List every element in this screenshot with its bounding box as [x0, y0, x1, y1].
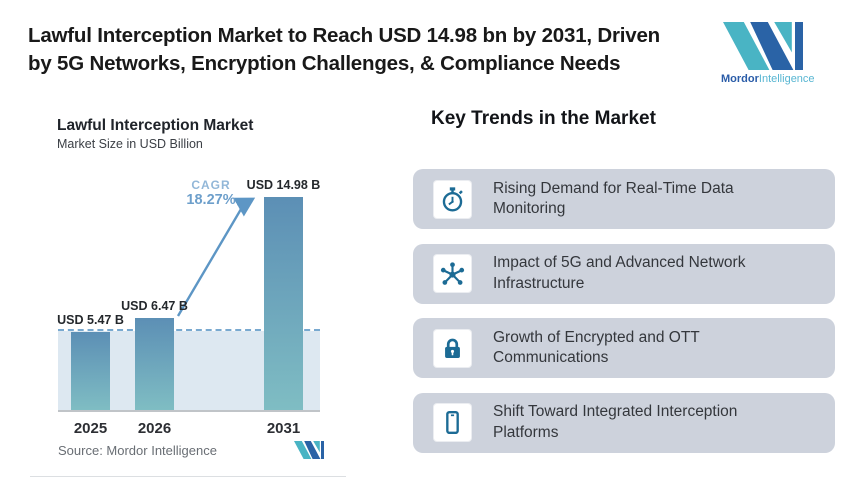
chart-bar-2025: USD 5.47 B 2025	[57, 313, 124, 437]
trends-heading: Key Trends in the Market	[431, 108, 656, 129]
headline-line-1: Lawful Interception Market to Reach USD …	[28, 24, 660, 47]
cagr-growth-arrow	[176, 197, 256, 317]
bar-chart-plot-area: CAGR 18.27% USD 5.47 B 2025 USD 6.47 B 2…	[57, 166, 321, 437]
trend-cards: Rising Demand for Real-Time Data Monitor…	[413, 169, 835, 467]
bar-value-label: USD 14.98 B	[246, 178, 321, 192]
brand-name-secondary: Intelligence	[758, 73, 815, 85]
source-row: Source: Mordor Intelligence	[58, 441, 324, 459]
trend-card-integrated-platforms: Shift Toward Integrated Interception Pla…	[413, 392, 835, 453]
x-axis-tick-label: 2031	[266, 420, 301, 437]
brand-wordmark: MordorIntelligence	[721, 73, 815, 85]
bar-rect	[264, 197, 303, 410]
chart-bar-2026: USD 6.47 B 2026	[121, 299, 188, 437]
key-trends-panel: Key Trends in the Market Rising Demand f…	[413, 103, 837, 453]
reference-dashed-line	[58, 329, 320, 331]
chart-title: Lawful Interception Market	[57, 117, 254, 134]
stopwatch-icon	[442, 186, 463, 211]
chart-subtitle: Market Size in USD Billion	[57, 137, 203, 151]
icon-tile	[434, 180, 471, 218]
mordor-logo-icon	[723, 22, 803, 70]
bar-rect	[135, 318, 174, 410]
icon-tile	[434, 404, 471, 441]
cagr-label: CAGR	[191, 178, 231, 192]
trend-text: Rising Demand for Real-Time Data Monitor…	[493, 179, 734, 218]
trend-text: Shift Toward Integrated Interception Pla…	[493, 403, 738, 441]
icon-tile	[434, 329, 471, 367]
lock-icon	[445, 338, 460, 358]
x-axis-tick-label: 2025	[73, 420, 108, 437]
brand-name-primary: Mordor	[721, 73, 759, 85]
icon-tile	[434, 255, 471, 292]
cagr-value: 18.27%	[186, 192, 236, 208]
market-chart-panel: Lawful Interception Market Market Size i…	[30, 103, 346, 477]
smartphone-icon	[446, 410, 459, 435]
chart-bar-2031: USD 14.98 B 2031	[247, 178, 321, 437]
cagr-annotation: CAGR 18.27%	[166, 178, 256, 208]
bar-value-label: USD 6.47 B	[121, 299, 188, 313]
trend-card-encrypted-ott: Growth of Encrypted and OTT Communicatio…	[413, 318, 835, 378]
bar-value-label: USD 5.47 B	[57, 313, 124, 327]
bar-rect	[71, 332, 110, 410]
mordor-logo-mini-icon	[294, 441, 324, 459]
brand-logo: MordorIntelligence	[721, 22, 815, 85]
source-attribution: Source: Mordor Intelligence	[58, 442, 217, 458]
trend-text: Growth of Encrypted and OTT Communicatio…	[493, 328, 700, 367]
network-icon	[440, 262, 465, 285]
trend-card-5g-network: Impact of 5G and Advanced Network Infras…	[413, 243, 835, 304]
page-title: Lawful Interception Market to Reach USD …	[28, 22, 708, 78]
trend-text: Impact of 5G and Advanced Network Infras…	[493, 254, 746, 292]
trend-card-real-time-monitoring: Rising Demand for Real-Time Data Monitor…	[413, 169, 835, 229]
x-axis-tick-label: 2026	[137, 420, 172, 437]
headline-line-2: by 5G Networks, Encryption Challenges, &…	[28, 52, 621, 75]
